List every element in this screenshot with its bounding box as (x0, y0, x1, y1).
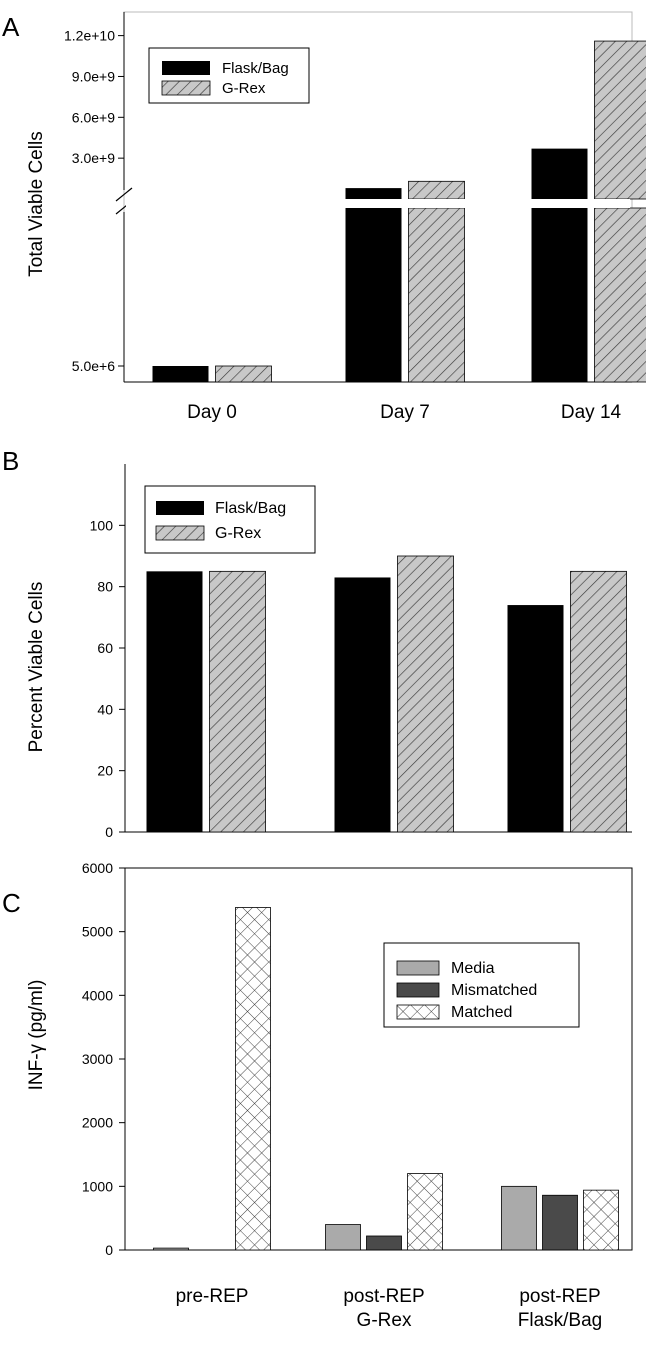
bar-mismatched-post-rep-g-rex (366, 1235, 402, 1251)
bar-g-rex-day-7 (408, 180, 465, 200)
legend-swatch-flask-bag (156, 501, 204, 515)
bar-g-rex-day-7-lower (408, 207, 465, 383)
y-tick-label-0: 5.0e+6 (72, 358, 115, 374)
legend-swatch-grex (161, 80, 211, 96)
bar-media-post-rep-flask-bag (501, 1185, 537, 1251)
panel-a-legend: Flask/Bag G-Rex (148, 47, 310, 104)
bar-g-rex-day-14 (570, 570, 627, 833)
bar-flask-bag-day-14-lower (531, 208, 588, 382)
bar-g-rex-day-0 (209, 570, 266, 833)
x-tick-label-post-rep-g-rex-line-1: post-REP (343, 1286, 424, 1307)
x-tick-label-day-0: Day 0 (187, 402, 237, 423)
panel-c-letter: C (2, 888, 21, 918)
x-tick-label-post-rep-flask-bag-line-1: post-REP (519, 1286, 600, 1307)
bar-mismatched-post-rep-flask-bag (542, 1194, 578, 1251)
y-tick-label-5: 100 (90, 517, 114, 533)
bar-g-rex-day-7 (397, 555, 454, 833)
panel-b: B Percent Viable Cells 0 20 40 60 80 100 Flas… (2, 446, 632, 840)
bar-g-rex-day-0 (215, 365, 272, 383)
panel-c-plot-frame (124, 867, 633, 1251)
y-tick-label-1: 20 (97, 763, 113, 779)
y-tick-label-4: 4000 (82, 987, 113, 1003)
bar-flask-bag-day-7 (345, 188, 402, 199)
panel-c: C INF-γ (pg/ml) 0 1000 2000 3000 4000 5000 600… (2, 860, 633, 1331)
legend-label-matched: Matched (451, 1004, 512, 1021)
bar-g-rex-day-14 (594, 40, 646, 200)
y-tick-label-1: 3.0e+9 (72, 150, 115, 166)
legend-label-flask-bag: Flask/Bag (215, 500, 286, 517)
y-tick-label-0: 0 (105, 1242, 113, 1258)
bar-flask-bag-day-7-lower (345, 208, 402, 382)
panel-a: A Total Viable Cells 5.0e+6 3.0e+9 6.0e+9 9… (2, 11, 646, 423)
bar-g-rex-day-14-lower (594, 207, 646, 383)
y-tick-label-4: 1.2e+10 (64, 28, 115, 44)
y-tick-label-3: 9.0e+9 (72, 68, 115, 84)
panel-a-letter: A (2, 12, 20, 42)
legend-box (144, 485, 316, 554)
panel-b-ylabel: Percent Viable Cells (26, 582, 47, 753)
legend-swatch-mismatched (396, 982, 440, 998)
x-tick-label-day-7: Day 7 (380, 402, 430, 423)
panel-b-letter: B (2, 446, 19, 476)
legend-label-grex: G-Rex (215, 525, 261, 542)
x-tick-label-day-14: Day 14 (561, 402, 622, 423)
y-tick-label-3: 60 (97, 640, 113, 656)
panel-a-break-gap (126, 199, 630, 208)
x-tick-label-pre-rep: pre-REP (176, 1286, 249, 1307)
y-tick-label-3: 3000 (82, 1051, 113, 1067)
bar-flask-bag-day-7 (334, 577, 391, 832)
legend-label-grex: G-Rex (222, 80, 266, 97)
y-tick-label-4: 80 (97, 579, 113, 595)
y-tick-label-6: 6000 (82, 860, 113, 876)
panel-a-ylabel: Total Viable Cells (26, 131, 47, 276)
y-tick-label-2: 2000 (82, 1115, 113, 1131)
y-tick-label-0: 0 (105, 824, 113, 840)
bar-matched-post-rep-g-rex (407, 1173, 443, 1251)
bar-flask-bag-day-14 (531, 148, 588, 199)
legend-swatch-grex (155, 525, 205, 541)
legend-swatch-flask-bag (162, 61, 210, 75)
bar-matched-pre-rep (235, 907, 271, 1251)
bar-media-pre-rep (153, 1247, 189, 1251)
legend-swatch-media (396, 960, 440, 976)
legend-label-flask-bag: Flask/Bag (222, 60, 289, 77)
x-tick-label-post-rep-flask-bag-line-2: Flask/Bag (518, 1310, 602, 1331)
bar-flask-bag-day-0 (152, 366, 209, 382)
legend-label-media: Media (451, 960, 495, 977)
bar-matched-post-rep-flask-bag (583, 1189, 619, 1251)
panel-b-legend: Flask/Bag G-Rex (144, 485, 316, 554)
y-tick-label-1: 1000 (82, 1178, 113, 1194)
y-tick-label-2: 6.0e+9 (72, 109, 115, 125)
bar-media-post-rep-g-rex (325, 1224, 361, 1251)
y-tick-label-2: 40 (97, 701, 113, 717)
bar-flask-bag-day-0 (146, 571, 203, 832)
panel-c-ylabel: INF-γ (pg/ml) (26, 980, 47, 1091)
legend-swatch-matched (396, 1004, 440, 1020)
y-tick-label-5: 5000 (82, 924, 113, 940)
x-tick-label-post-rep-g-rex-line-2: G-Rex (357, 1310, 412, 1331)
panel-c-legend: Media Mismatched Matched (383, 942, 580, 1028)
legend-label-mismatched: Mismatched (451, 982, 537, 999)
bar-flask-bag-day-14 (507, 605, 564, 832)
